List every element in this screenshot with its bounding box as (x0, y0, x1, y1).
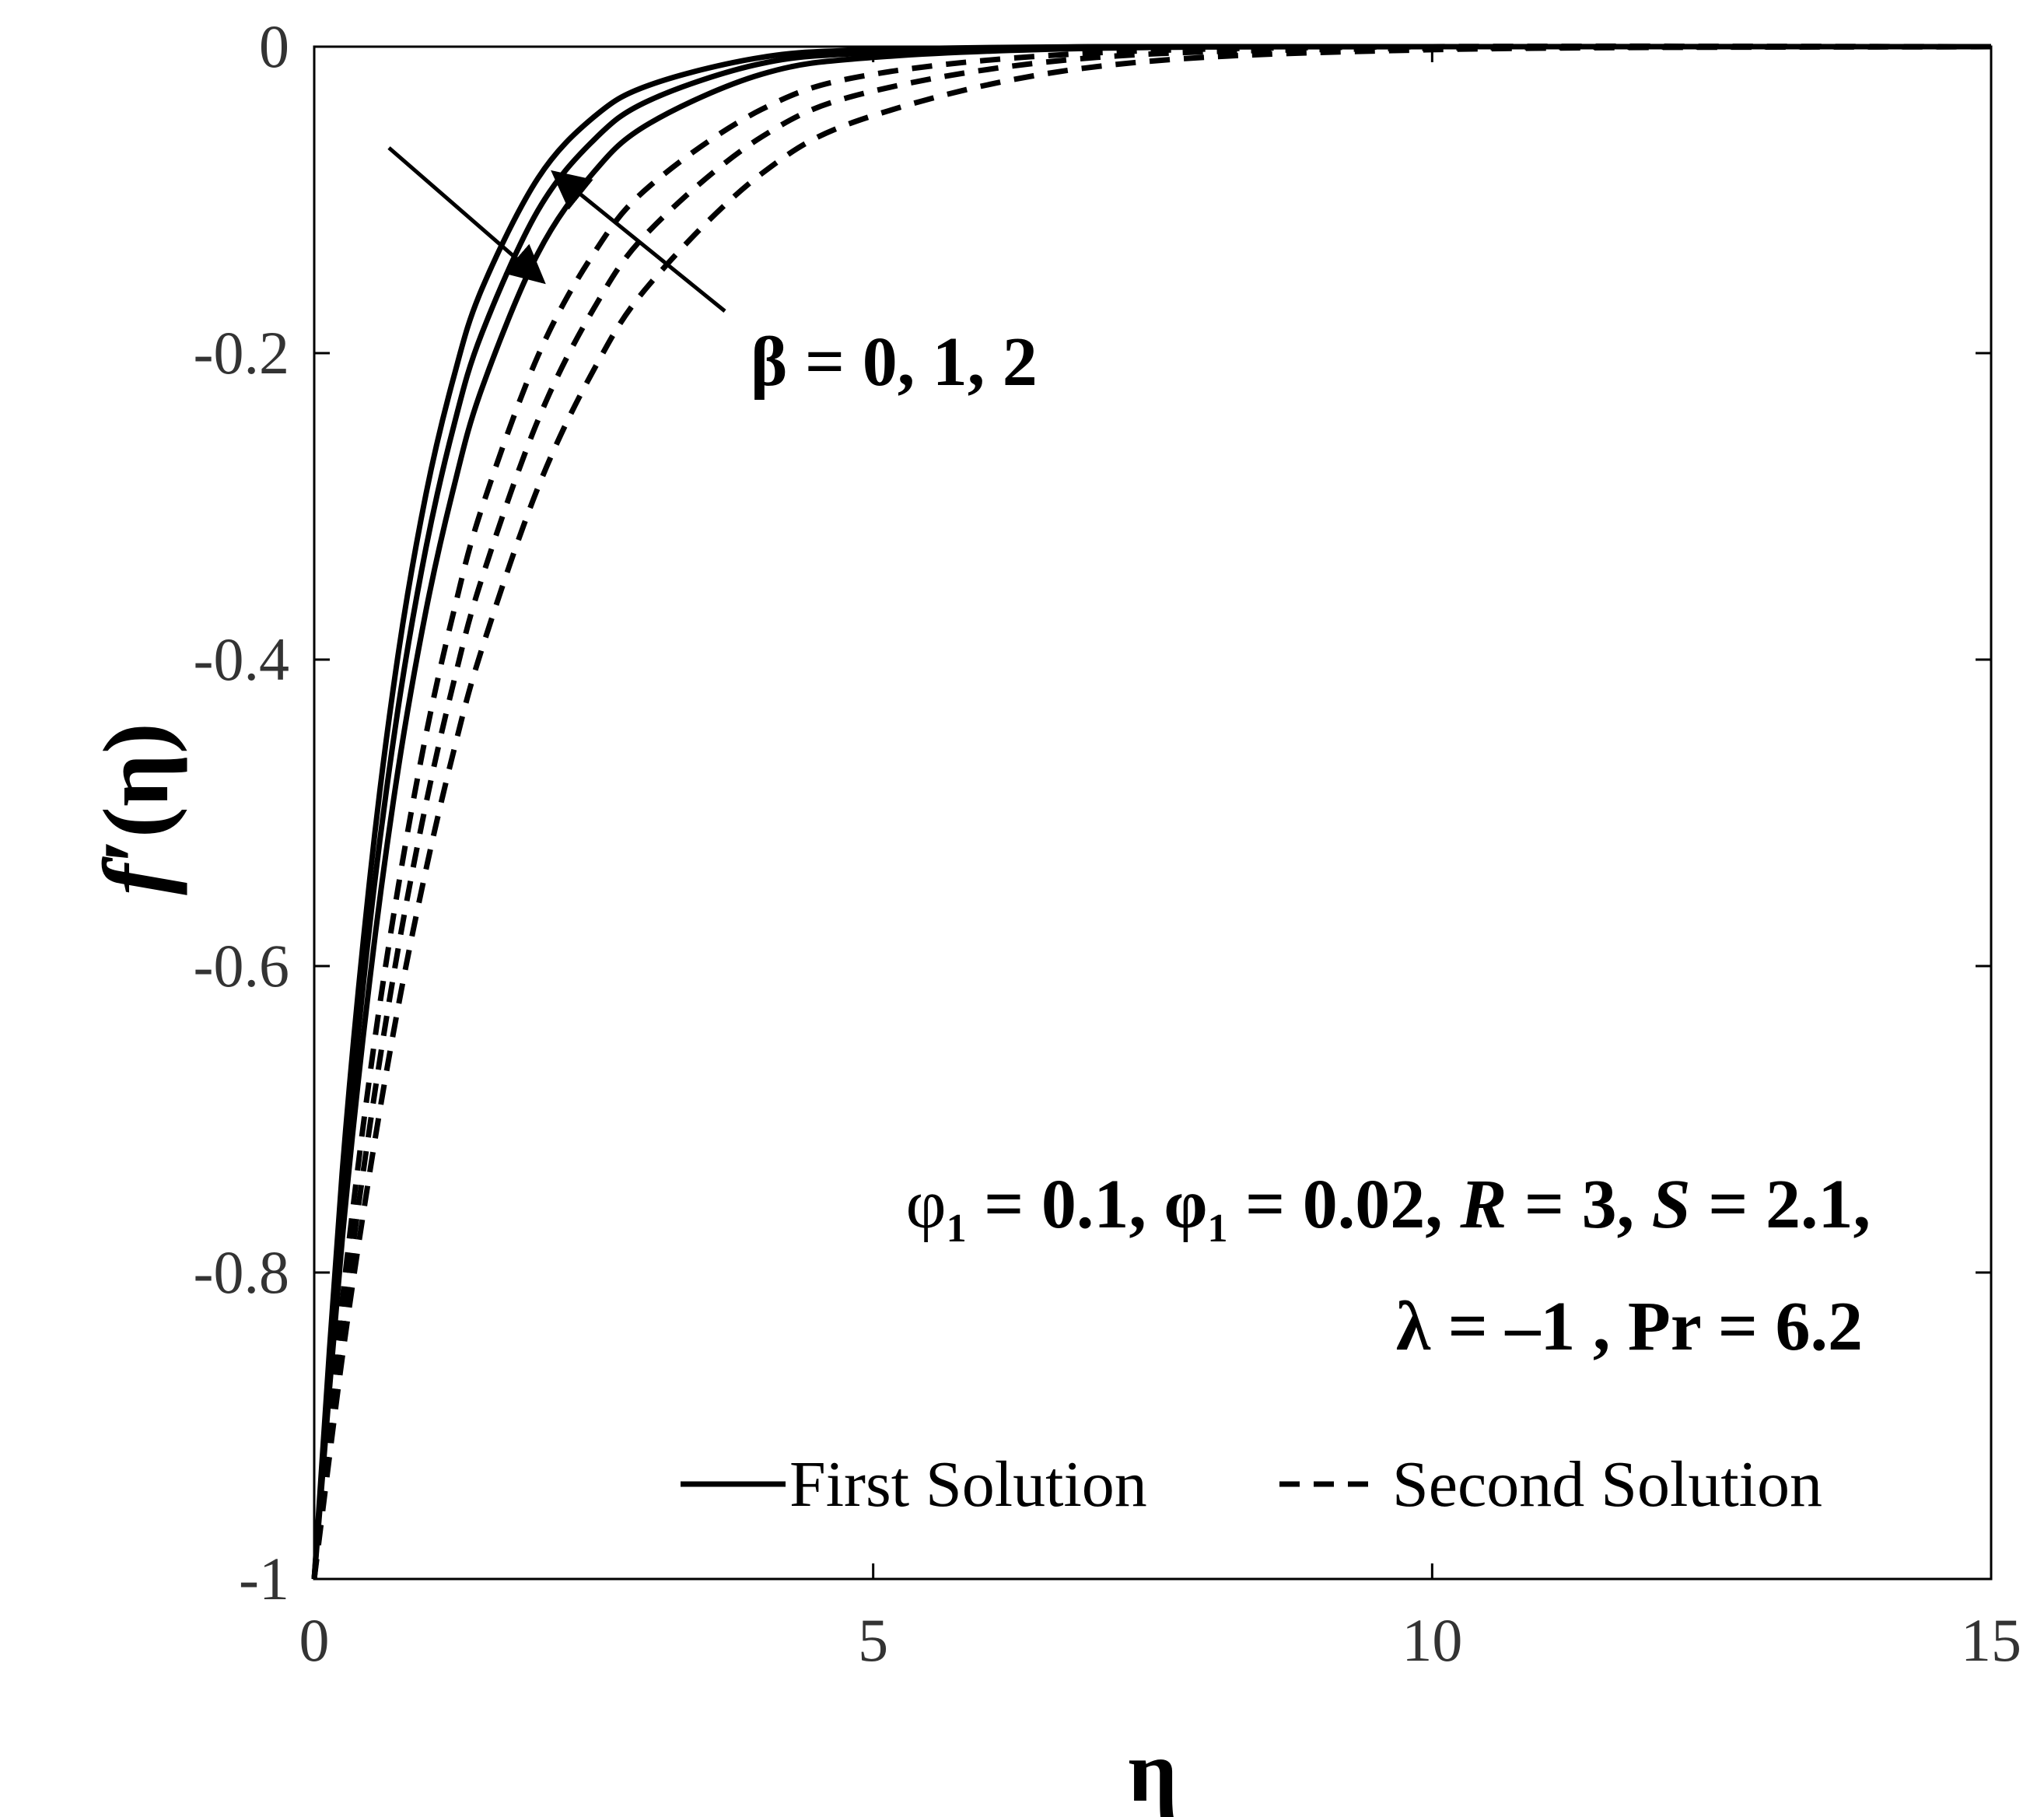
param-phi-b-sub: 1 (1208, 1206, 1228, 1251)
y-tick-label: -0.6 (194, 932, 289, 1000)
plot-background (314, 47, 1991, 1579)
param-phi-b: = 0.1, φ (967, 1166, 1208, 1243)
y-axis-title: f′(η) (84, 723, 187, 895)
beta-arrow-decreasing (551, 170, 726, 313)
param-s-symbol: S (1652, 1166, 1691, 1243)
y-tick-label: -0.2 (194, 319, 289, 387)
param-s-value: = 2.1, (1691, 1166, 1871, 1243)
legend-first-solution-label: First Solution (789, 1448, 1147, 1521)
axis-tick-labels: 0 5 10 15 0 -0.2 -0.4 -0.6 -0.8 -1 (194, 12, 2021, 1674)
x-tick-label: 10 (1402, 1606, 1462, 1674)
second-solution-line-beta-1 (311, 44, 1992, 1580)
legend-second-solution-label: Second Solution (1392, 1448, 1822, 1521)
y-tick-label: -0.8 (194, 1238, 289, 1306)
second-solution-line-beta-0 (311, 43, 1992, 1580)
param-phi-a-sub: 1 (947, 1206, 967, 1251)
y-tick-label: -1 (239, 1545, 289, 1612)
param-r-value: = 3, (1507, 1166, 1651, 1243)
x-tick-label: 5 (858, 1606, 888, 1674)
param-annotation-line2: λ = –1 , Pr = 6.2 (1396, 1288, 1863, 1365)
param-phi-a: φ (906, 1166, 947, 1243)
y-axis-title-prime: ′ (84, 838, 187, 864)
second-solution-line-beta-2 (311, 44, 1992, 1580)
beta-annotation: β = 0, 1, 2 (751, 324, 1038, 401)
legend: First Solution Second Solution (681, 1448, 1822, 1521)
param-phi-b-value: = 0.02, (1228, 1166, 1461, 1243)
x-axis-title: η (1128, 1724, 1178, 1817)
x-tick-label: 0 (299, 1606, 330, 1674)
x-tick-label: 15 (1961, 1606, 2021, 1674)
plot-frame (313, 45, 1993, 1581)
y-tick-label: -0.4 (194, 625, 289, 693)
y-tick-label: 0 (259, 12, 289, 80)
param-r-symbol: R (1459, 1166, 1507, 1243)
param-annotation-line1: φ1 = 0.1, φ1 = 0.02, R = 3, S = 2.1, (906, 1166, 1871, 1251)
beta-arrow-increasing (387, 146, 546, 285)
y-axis-title-arg: (η) (84, 723, 187, 838)
